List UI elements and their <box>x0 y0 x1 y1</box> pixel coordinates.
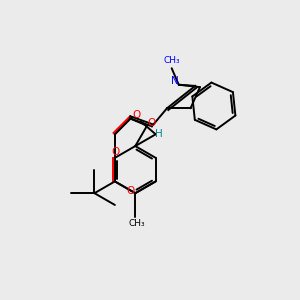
Text: O: O <box>112 147 120 157</box>
Text: N: N <box>171 76 179 86</box>
Text: H: H <box>155 129 163 139</box>
Text: O: O <box>132 110 141 120</box>
Text: O: O <box>148 118 156 128</box>
Text: CH₃: CH₃ <box>129 219 146 228</box>
Text: CH₃: CH₃ <box>164 56 180 65</box>
Text: O: O <box>126 186 134 196</box>
